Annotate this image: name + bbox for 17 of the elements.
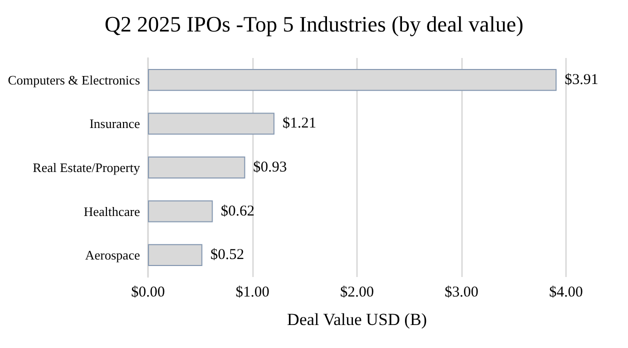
data-label: $3.91 — [564, 72, 598, 88]
data-label: $0.62 — [220, 203, 255, 220]
x-tick-label: $4.00 — [549, 284, 583, 300]
x-tick-label: $3.00 — [444, 284, 478, 300]
x-tick-label: $0.00 — [131, 284, 165, 300]
x-tick-label: $2.00 — [340, 284, 374, 300]
data-label: $0.93 — [253, 160, 287, 176]
data-label: $0.52 — [210, 247, 244, 264]
y-tick-label: Real Estate/Property — [32, 160, 140, 175]
y-tick-label: Healthcare — [84, 204, 140, 219]
data-label: $1.21 — [282, 116, 316, 132]
chart-title: Q2 2025 IPOs -Top 5 Industries (by deal value) — [104, 12, 524, 36]
y-tick-label: Computers & Electronics — [8, 72, 140, 88]
x-tick-label: $1.00 — [236, 284, 270, 300]
y-tick-label: Insurance — [89, 116, 140, 132]
x-axis-title: Deal Value USD (B) — [287, 310, 427, 329]
y-tick-label: Aerospace — [85, 248, 140, 263]
